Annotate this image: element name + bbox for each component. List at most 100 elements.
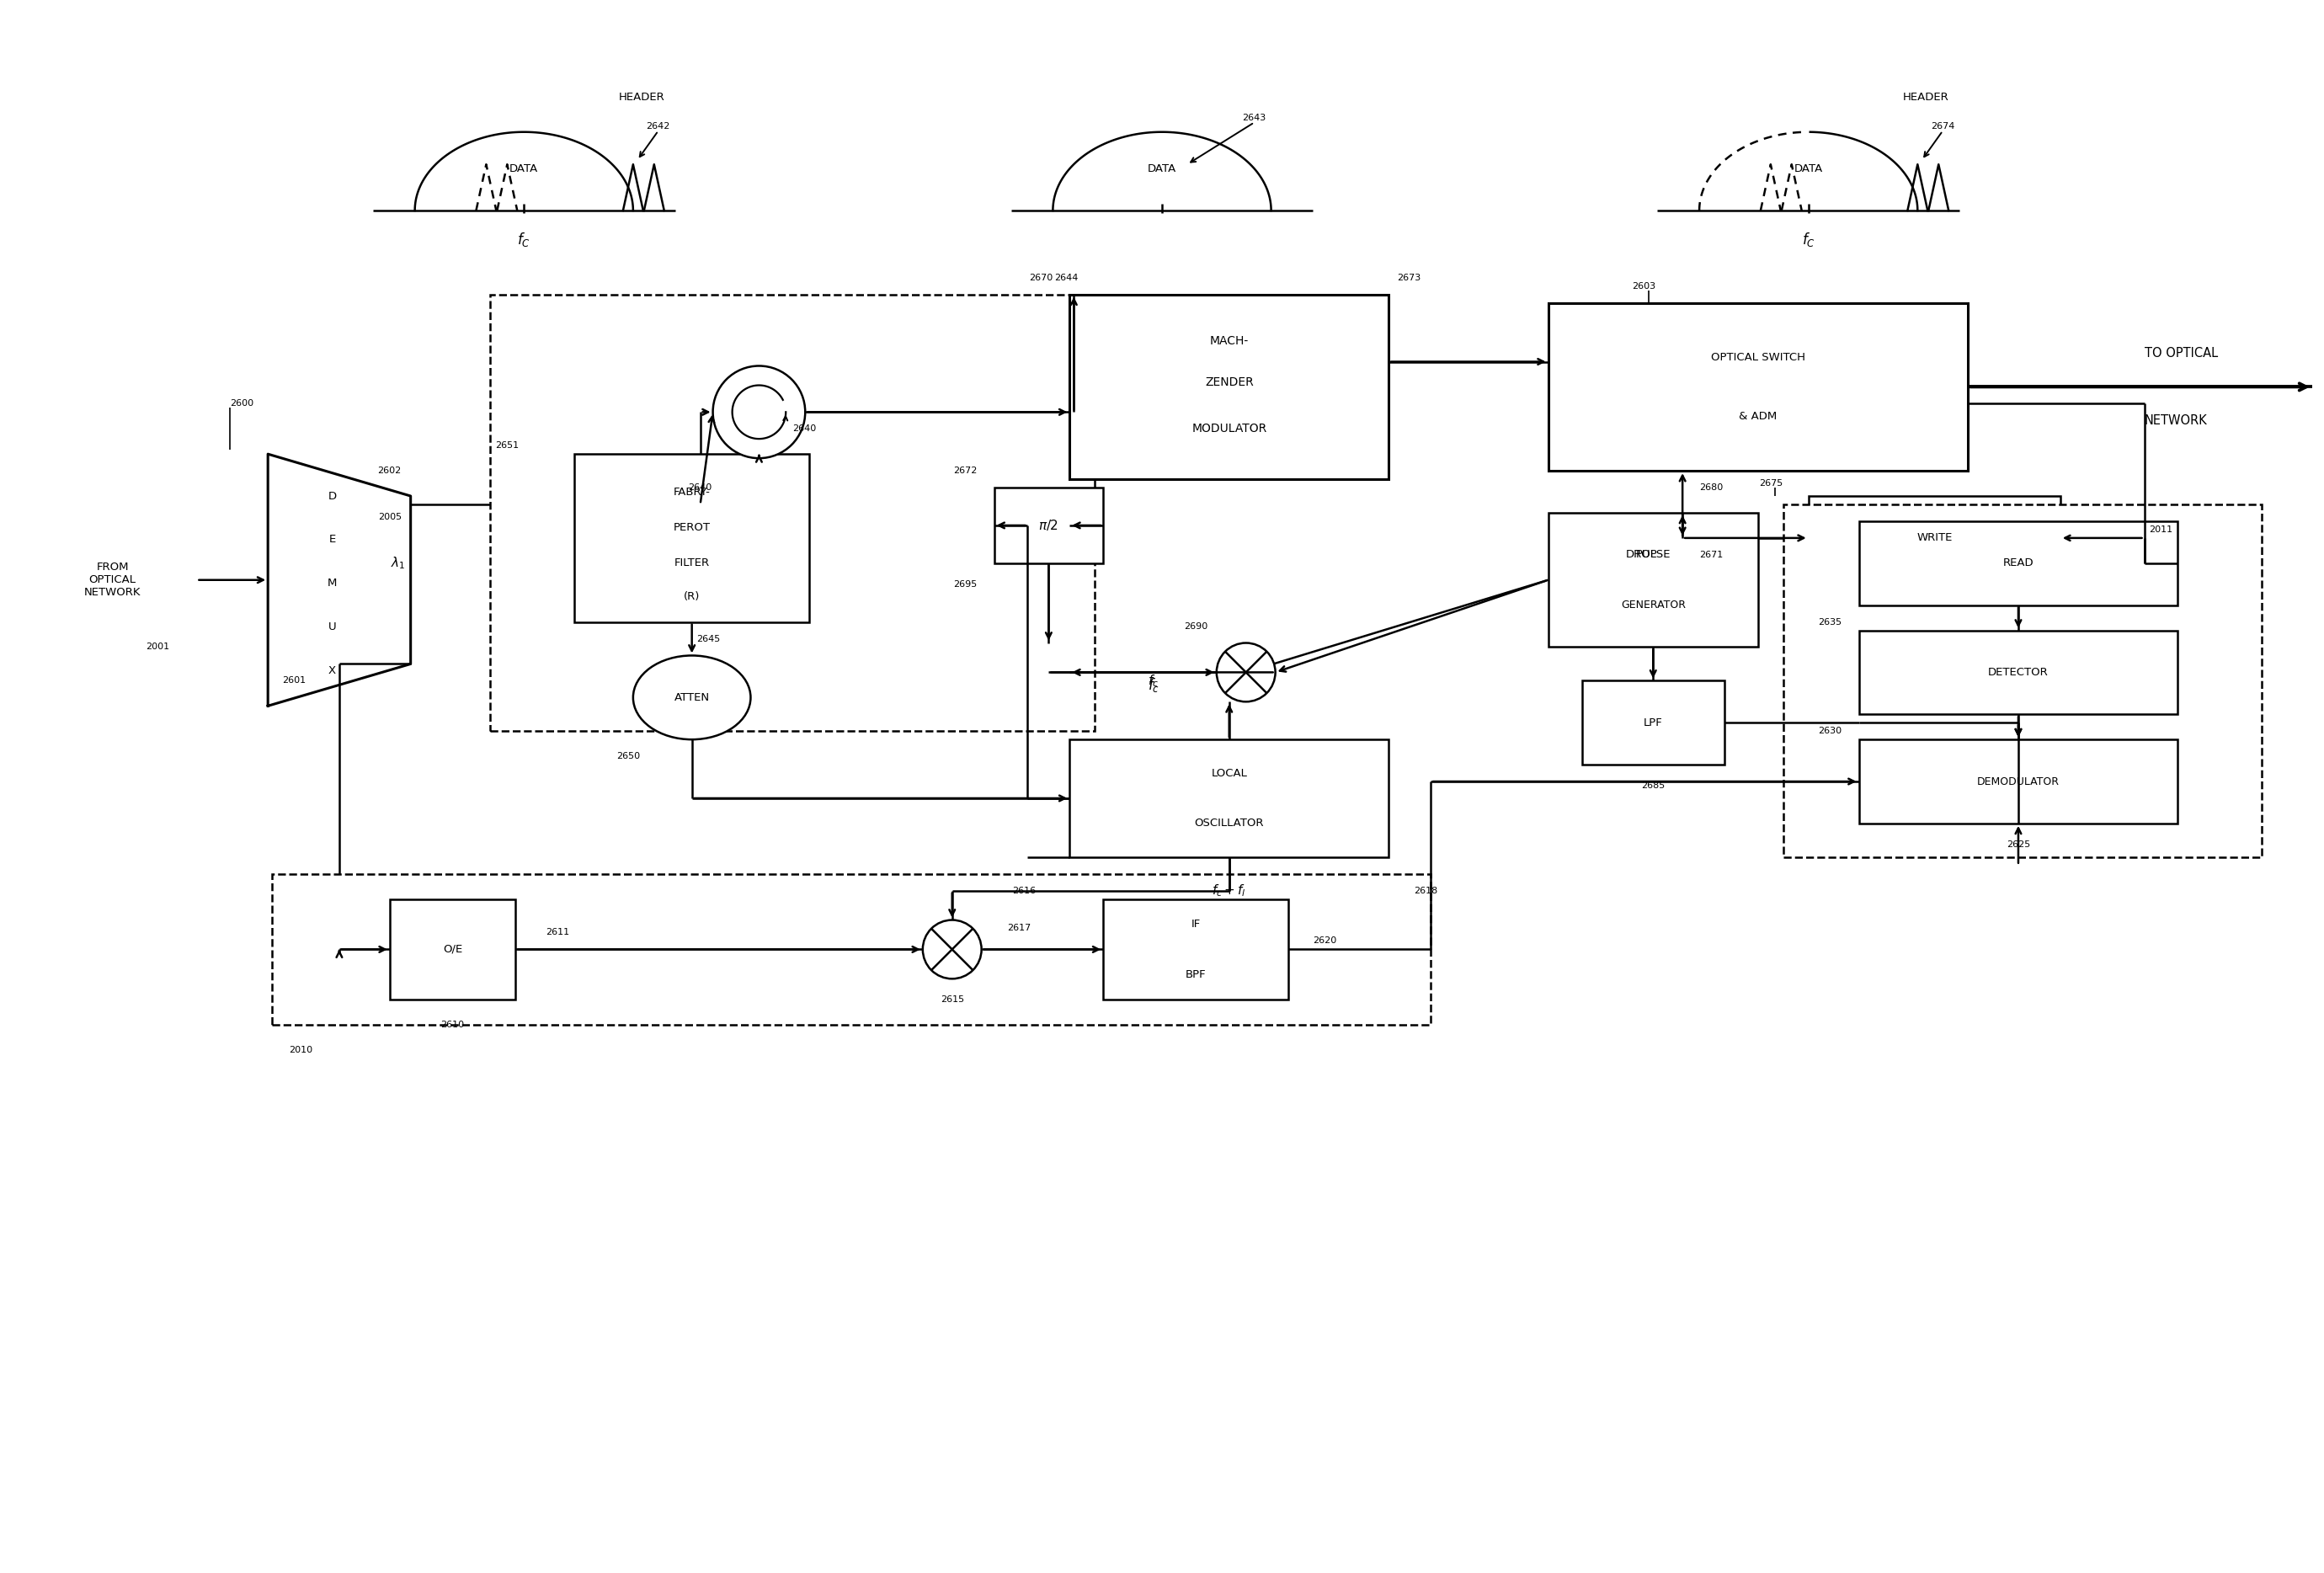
Bar: [1783, 505, 2261, 857]
Bar: [574, 455, 809, 621]
Text: 2615: 2615: [941, 996, 964, 1004]
Text: DROP: DROP: [1624, 549, 1657, 560]
Text: BPF: BPF: [1185, 969, 1206, 980]
Text: OSCILLATOR: OSCILLATOR: [1195, 818, 1264, 829]
Text: 2620: 2620: [1313, 938, 1336, 945]
Text: 2674: 2674: [1931, 123, 1954, 131]
Bar: [995, 488, 1104, 563]
Text: 2618: 2618: [1413, 887, 1439, 895]
Text: 2603: 2603: [1631, 282, 1655, 291]
Text: MODULATOR: MODULATOR: [1192, 423, 1267, 434]
Bar: [1548, 513, 1757, 647]
Text: 2640: 2640: [688, 483, 711, 492]
Bar: [1583, 681, 1724, 764]
Text: WRITE: WRITE: [1917, 533, 1952, 543]
Text: LPF: LPF: [1643, 717, 1662, 728]
Bar: [1859, 521, 2178, 606]
Text: 2630: 2630: [1817, 727, 1843, 735]
Text: ZENDER: ZENDER: [1204, 378, 1253, 389]
Text: 2685: 2685: [1641, 782, 1664, 790]
Text: $\pi/2$: $\pi/2$: [1039, 518, 1060, 533]
Text: $f_c$: $f_c$: [1148, 676, 1160, 694]
Bar: [1104, 900, 1287, 1000]
Text: GENERATOR: GENERATOR: [1620, 599, 1685, 610]
Text: 2643: 2643: [1243, 113, 1267, 123]
Text: 2695: 2695: [953, 580, 978, 588]
Bar: [1859, 739, 2178, 823]
Text: 2601: 2601: [281, 676, 307, 684]
Bar: [390, 900, 516, 1000]
Text: DETECTOR: DETECTOR: [1987, 667, 2047, 678]
Text: $f_c$: $f_c$: [1148, 673, 1160, 689]
Text: 2602: 2602: [379, 467, 402, 475]
Text: 2001: 2001: [146, 643, 170, 651]
Bar: [490, 294, 1095, 731]
Circle shape: [923, 920, 981, 978]
Text: MACH-: MACH-: [1211, 335, 1248, 346]
Text: 2635: 2635: [1817, 618, 1843, 626]
Text: 2671: 2671: [1699, 551, 1722, 558]
Text: PULSE: PULSE: [1636, 549, 1671, 560]
Text: 2610: 2610: [442, 1021, 465, 1029]
Text: $f_C$: $f_C$: [1801, 231, 1815, 249]
Text: DEMODULATOR: DEMODULATOR: [1978, 775, 2059, 786]
Text: FILTER: FILTER: [674, 558, 709, 569]
Bar: [1069, 294, 1390, 480]
Text: $\lambda_1$: $\lambda_1$: [390, 555, 404, 571]
Text: (R): (R): [683, 591, 700, 602]
Text: 2010: 2010: [288, 1046, 311, 1054]
Text: 2005: 2005: [379, 513, 402, 521]
Text: 2645: 2645: [697, 634, 720, 643]
Text: READ: READ: [2003, 558, 2034, 569]
Text: 2600: 2600: [230, 400, 253, 407]
Text: X: X: [328, 665, 337, 676]
Text: 2680: 2680: [1699, 483, 1722, 492]
Ellipse shape: [632, 656, 751, 739]
Text: IF: IF: [1190, 919, 1199, 930]
Text: & ADM: & ADM: [1738, 411, 1778, 422]
Text: 2616: 2616: [1013, 887, 1037, 895]
Text: DATA: DATA: [1794, 164, 1822, 175]
Text: 2651: 2651: [495, 442, 518, 450]
Text: 2690: 2690: [1183, 621, 1208, 631]
Text: O/E: O/E: [444, 944, 462, 955]
Text: D: D: [328, 491, 337, 502]
Text: LOCAL: LOCAL: [1211, 768, 1248, 779]
Text: 2650: 2650: [616, 752, 639, 760]
Text: $f_c + f_l$: $f_c + f_l$: [1213, 882, 1246, 898]
Text: ATTEN: ATTEN: [674, 692, 709, 703]
Bar: [1859, 631, 2178, 714]
Text: DATA: DATA: [1148, 164, 1176, 175]
Text: U: U: [328, 621, 337, 632]
Circle shape: [713, 367, 804, 458]
Text: TO OPTICAL: TO OPTICAL: [2145, 348, 2217, 360]
Text: HEADER: HEADER: [618, 91, 665, 102]
Text: M: M: [328, 577, 337, 588]
Text: FABRY-: FABRY-: [674, 486, 711, 497]
Bar: [1069, 739, 1390, 857]
Text: 2670: 2670: [1030, 274, 1053, 282]
Text: NETWORK: NETWORK: [2145, 414, 2208, 426]
Polygon shape: [267, 455, 411, 706]
Text: 2640: 2640: [792, 425, 816, 433]
Text: PEROT: PEROT: [674, 522, 711, 533]
Text: 2673: 2673: [1397, 274, 1420, 282]
Bar: [1548, 304, 1968, 470]
Text: DATA: DATA: [509, 164, 539, 175]
Text: FROM
OPTICAL
NETWORK: FROM OPTICAL NETWORK: [84, 562, 142, 598]
Text: $f_C$: $f_C$: [518, 231, 530, 249]
Text: 2644: 2644: [1055, 274, 1078, 282]
Text: 2617: 2617: [1006, 925, 1032, 933]
Text: E: E: [328, 535, 335, 546]
Text: HEADER: HEADER: [1903, 91, 1950, 102]
Circle shape: [1215, 643, 1276, 702]
Text: 2611: 2611: [546, 928, 569, 938]
Text: 2642: 2642: [646, 123, 669, 131]
Bar: [1808, 495, 2061, 580]
Text: 2672: 2672: [953, 467, 978, 475]
Text: 2625: 2625: [2006, 840, 2031, 849]
Text: 2011: 2011: [2150, 525, 2173, 533]
Bar: [272, 875, 1432, 1026]
Text: 2675: 2675: [1759, 480, 1783, 488]
Text: OPTICAL SWITCH: OPTICAL SWITCH: [1710, 352, 1806, 363]
